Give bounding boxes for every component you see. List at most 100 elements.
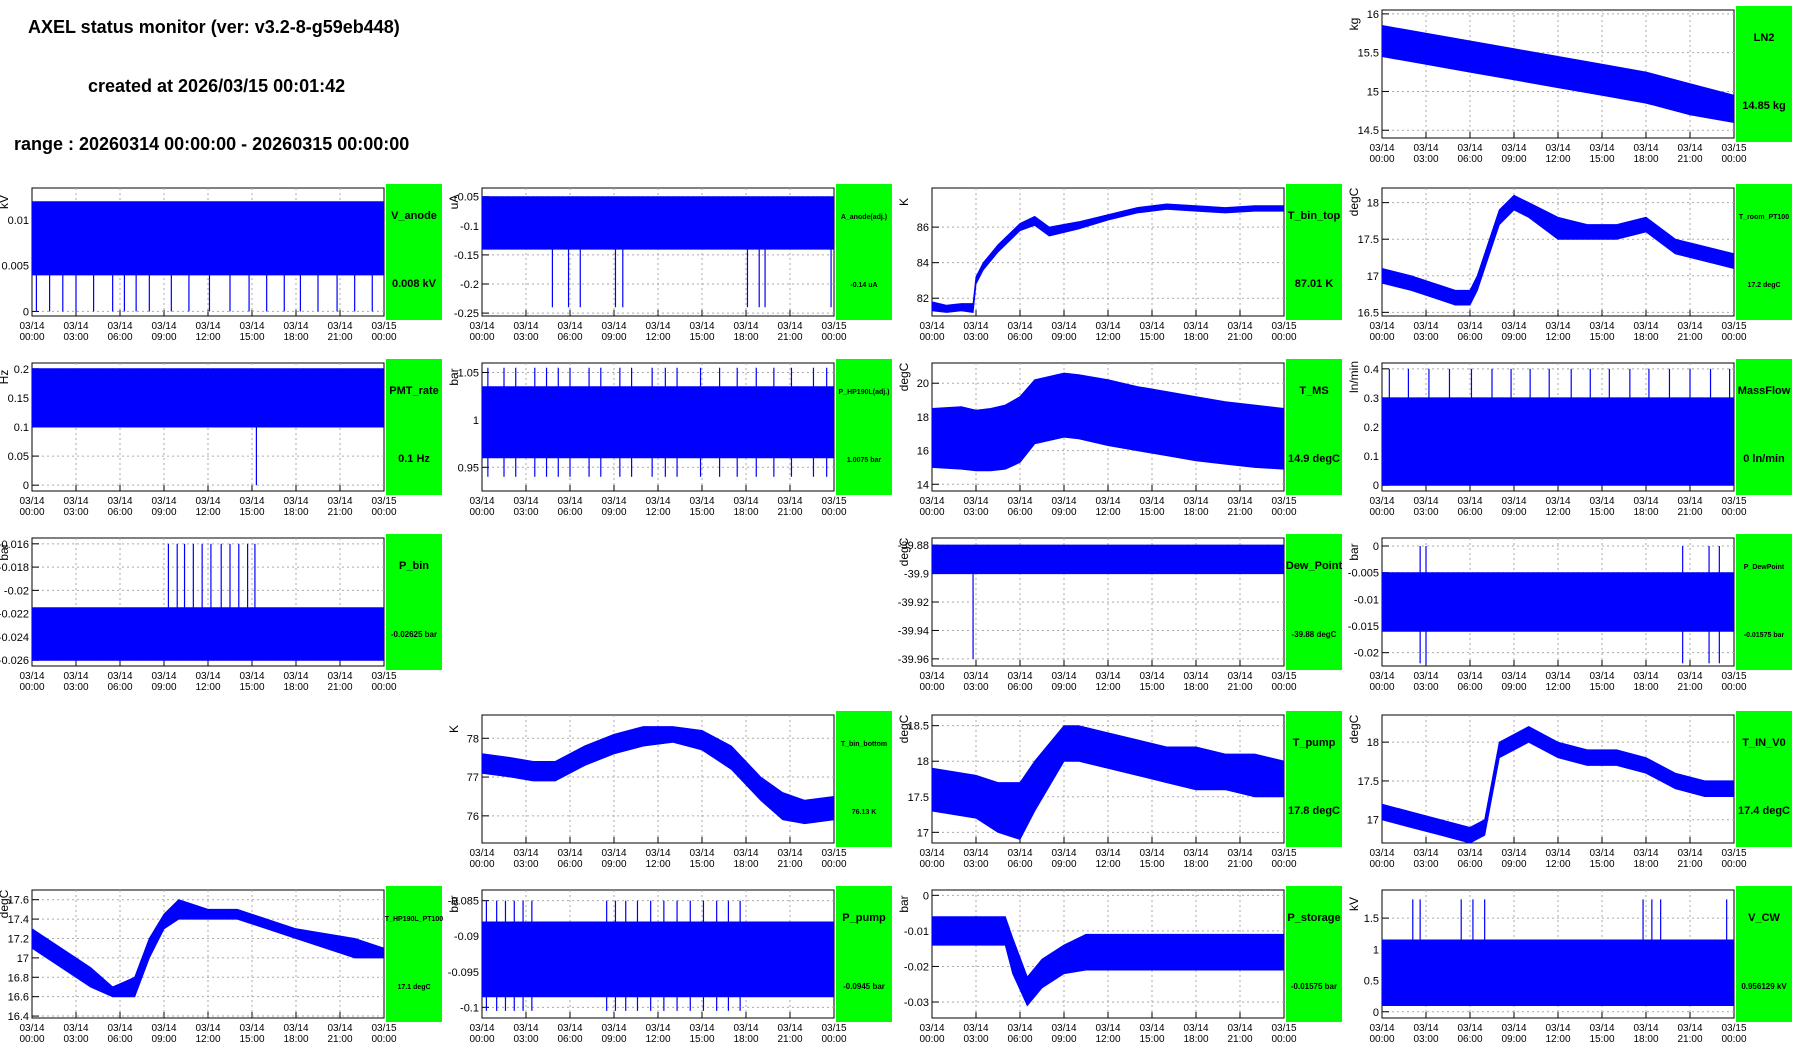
- series-data: [32, 543, 384, 661]
- series-data: [932, 203, 1284, 313]
- x-tick-label-time: 12:00: [1545, 332, 1570, 343]
- x-tick-label-time: 12:00: [195, 507, 220, 518]
- x-tick-label-time: 06:00: [1457, 154, 1482, 165]
- x-tick-label-time: 12:00: [645, 1034, 670, 1045]
- x-tick-label-time: 06:00: [557, 1034, 582, 1045]
- y-tick-label: 17.4: [8, 914, 29, 926]
- y-tick-label: -0.02: [4, 585, 29, 597]
- x-tick-label-date: 03/14: [239, 321, 264, 332]
- series-data: [1382, 546, 1734, 664]
- x-tick-label-time: 00:00: [1271, 1034, 1296, 1045]
- x-tick-label-date: 03/14: [601, 1023, 626, 1034]
- x-tick-label-date: 03/14: [1545, 848, 1570, 859]
- x-tick-label-time: 12:00: [1095, 682, 1120, 693]
- y-tick-label: 17: [917, 827, 929, 839]
- x-tick-label-date: 03/14: [1051, 496, 1076, 507]
- x-tick-label-date: 03/14: [1545, 1023, 1570, 1034]
- x-tick-label-date: 03/14: [1545, 143, 1570, 154]
- x-tick-label-time: 15:00: [689, 507, 714, 518]
- y-tick-label: 77: [467, 772, 479, 784]
- x-tick-label-time: 12:00: [645, 332, 670, 343]
- x-tick-label-time: 18:00: [1633, 859, 1658, 870]
- y-tick-label: 0.1: [14, 422, 29, 434]
- x-tick-label-date: 03/14: [1501, 143, 1526, 154]
- y-tick-label: -39.94: [898, 625, 929, 637]
- y-axis-label: K: [897, 198, 911, 206]
- x-tick-label-time: 06:00: [1007, 507, 1032, 518]
- x-tick-label-date: 03/14: [1457, 496, 1482, 507]
- y-tick-label: -0.095: [448, 967, 479, 979]
- x-tick-label-time: 09:00: [601, 859, 626, 870]
- x-tick-label-time: 00:00: [469, 859, 494, 870]
- x-tick-label-time: 09:00: [1501, 859, 1526, 870]
- panel-v-anode: 03/1400:0003/1403:0003/1406:0003/1409:00…: [0, 184, 442, 343]
- status-box: [836, 184, 892, 320]
- x-tick-label-time: 03:00: [963, 332, 988, 343]
- x-tick-label-date: 03/14: [1633, 848, 1658, 859]
- y-tick-label: -0.026: [0, 655, 29, 667]
- x-tick-label-date: 03/14: [107, 496, 132, 507]
- x-tick-label-date: 03/14: [777, 1023, 802, 1034]
- x-tick-label-time: 03:00: [1413, 332, 1438, 343]
- y-tick-label: -39.92: [898, 597, 929, 609]
- x-tick-label-time: 12:00: [195, 1034, 220, 1045]
- x-tick-label-time: 18:00: [1183, 682, 1208, 693]
- x-tick-label-time: 18:00: [733, 859, 758, 870]
- panel-t-pump: 03/1400:0003/1403:0003/1406:0003/1409:00…: [897, 711, 1342, 870]
- status-name: MassFlow: [1738, 385, 1791, 397]
- x-tick-label-time: 03:00: [1413, 682, 1438, 693]
- y-tick-label: 16: [917, 446, 929, 458]
- x-tick-label-time: 00:00: [1721, 332, 1746, 343]
- x-tick-label-time: 21:00: [327, 682, 352, 693]
- x-tick-label-time: 21:00: [777, 507, 802, 518]
- series-band: [1382, 939, 1734, 1006]
- x-tick-label-time: 00:00: [1271, 859, 1296, 870]
- x-tick-label-time: 09:00: [601, 332, 626, 343]
- y-tick-label: -39.88: [898, 540, 929, 552]
- x-tick-label-time: 00:00: [1271, 682, 1296, 693]
- x-tick-label-date: 03/14: [777, 848, 802, 859]
- y-tick-label: 0.01: [8, 215, 29, 227]
- y-tick-label: 0: [23, 306, 29, 318]
- x-tick-label-date: 03/15: [1271, 1023, 1296, 1034]
- y-tick-label: 16.4: [8, 1011, 29, 1023]
- y-tick-label: 18: [1367, 198, 1379, 210]
- x-tick-label-time: 12:00: [1095, 507, 1120, 518]
- x-tick-label-time: 00:00: [919, 507, 944, 518]
- x-tick-label-date: 03/14: [513, 1023, 538, 1034]
- x-tick-label-date: 03/14: [151, 671, 176, 682]
- y-tick-label: 16: [1367, 9, 1379, 21]
- x-tick-label-date: 03/14: [19, 1023, 44, 1034]
- x-tick-label-time: 18:00: [1633, 682, 1658, 693]
- series-band: [1382, 397, 1734, 486]
- status-value: -39.88 degC: [1292, 630, 1337, 639]
- x-tick-label-date: 03/14: [469, 321, 494, 332]
- x-tick-label-date: 03/15: [821, 321, 846, 332]
- x-tick-label-time: 06:00: [1457, 682, 1482, 693]
- x-tick-label-time: 00:00: [821, 859, 846, 870]
- x-tick-label-date: 03/14: [1413, 321, 1438, 332]
- x-tick-label-date: 03/14: [195, 321, 220, 332]
- status-name: P_pump: [842, 912, 886, 924]
- x-tick-label-time: 15:00: [239, 507, 264, 518]
- x-tick-label-date: 03/14: [19, 496, 44, 507]
- x-tick-label-time: 21:00: [777, 332, 802, 343]
- x-tick-label-date: 03/14: [645, 496, 670, 507]
- x-tick-label-date: 03/14: [283, 496, 308, 507]
- x-tick-label-date: 03/14: [63, 1023, 88, 1034]
- x-tick-label-time: 09:00: [151, 332, 176, 343]
- x-tick-label-date: 03/14: [1589, 143, 1614, 154]
- x-tick-label-time: 21:00: [777, 859, 802, 870]
- status-box: [1286, 886, 1342, 1022]
- x-tick-label-date: 03/14: [151, 496, 176, 507]
- series-data: [1382, 24, 1734, 124]
- x-tick-label-date: 03/14: [1051, 1023, 1076, 1034]
- series-data: [932, 916, 1284, 1007]
- x-tick-label-time: 00:00: [371, 1034, 396, 1045]
- x-tick-label-time: 18:00: [283, 332, 308, 343]
- x-tick-label-date: 03/14: [1633, 671, 1658, 682]
- x-tick-label-date: 03/14: [1007, 321, 1032, 332]
- x-tick-label-date: 03/14: [1501, 671, 1526, 682]
- y-tick-label: 15: [1367, 86, 1379, 98]
- y-tick-label: 16.5: [1358, 307, 1379, 319]
